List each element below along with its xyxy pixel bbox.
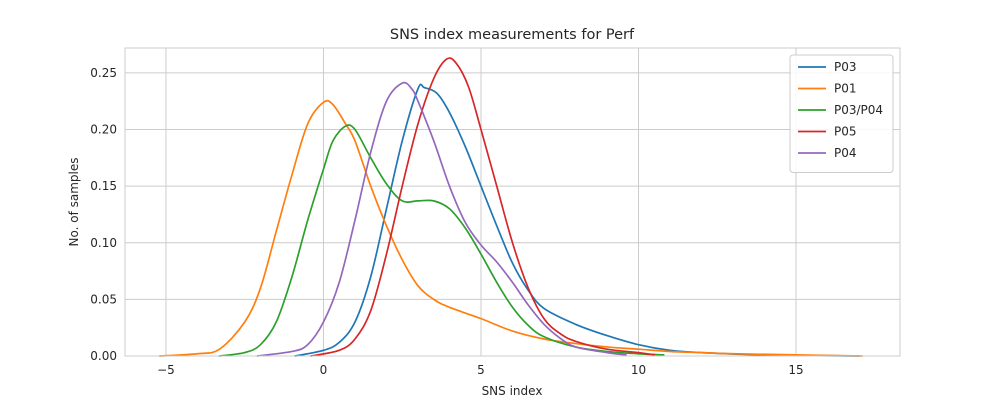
series-line-p03 (294, 83, 860, 357)
series-lines (158, 57, 864, 357)
legend-box (789, 54, 894, 173)
y-tick-label: 0.25 (90, 66, 117, 80)
series-line-p04 (256, 81, 627, 357)
plot-background (125, 48, 900, 356)
x-tick-label: 10 (631, 363, 646, 377)
x-tick-labels: −5 0 5 10 15 (157, 363, 804, 377)
y-tick-label: 0.00 (90, 349, 117, 363)
legend-label-p03: P03 (834, 60, 857, 74)
x-tick-label: 0 (320, 363, 328, 377)
x-tick-label: −5 (157, 363, 175, 377)
y-tick-label: 0.10 (90, 236, 117, 250)
legend-label-p03-p04: P03/P04 (834, 103, 883, 117)
series-line-p03-p04 (218, 124, 665, 357)
chart-title: SNS index measurements for Perf (390, 27, 635, 43)
series-line-p05 (310, 57, 656, 357)
legend-label-p01: P01 (834, 82, 857, 96)
y-tick-label: 0.15 (90, 179, 117, 193)
legend: P03 P01 P03/P04 P05 P04 (789, 54, 894, 173)
x-tick-label: 5 (477, 363, 485, 377)
y-axis-label: No. of samples (67, 158, 81, 247)
x-tick-label: 15 (788, 363, 803, 377)
y-tick-label: 0.20 (90, 123, 117, 137)
y-tick-label: 0.05 (90, 292, 117, 306)
y-tick-labels: 0.00 0.05 0.10 0.15 0.20 0.25 (90, 66, 117, 363)
x-axis-label: SNS index (482, 384, 543, 398)
series-line-p01 (158, 99, 864, 357)
legend-label-p04: P04 (834, 146, 857, 160)
plot-frame (124, 47, 901, 357)
legend-label-p05: P05 (834, 125, 857, 139)
